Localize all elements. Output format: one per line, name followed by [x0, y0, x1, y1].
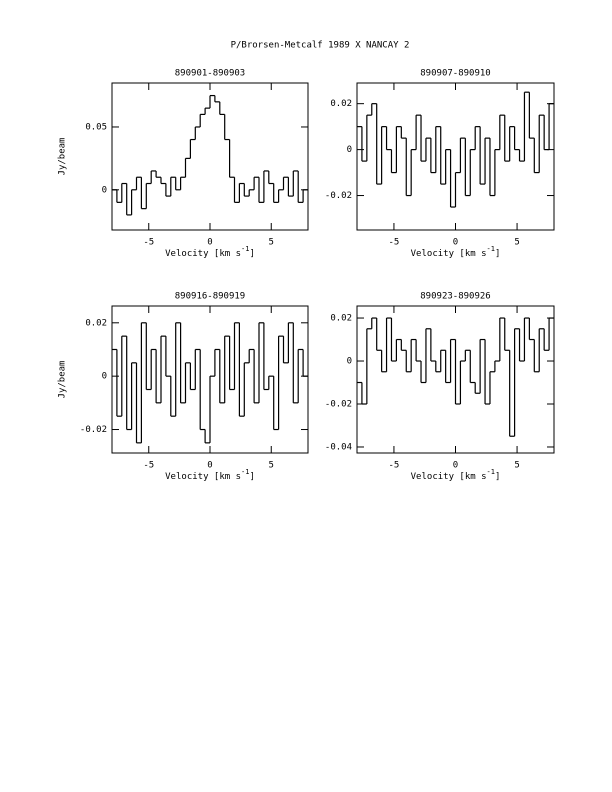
y-tick-label: 0	[102, 185, 107, 195]
y-tick-label: 0.02	[85, 318, 107, 328]
y-tick-label: 0	[347, 145, 352, 155]
x-tick-label: 5	[269, 461, 274, 471]
y-tick-label: -0.04	[325, 442, 352, 452]
y-tick-label: 0	[347, 357, 352, 367]
x-tick-label: 5	[269, 238, 274, 248]
x-label-sup: -1	[487, 468, 495, 476]
x-label-sup: -1	[487, 245, 495, 253]
x-label-tail: ]	[495, 249, 500, 259]
x-axis-label: Velocity [km s-1]	[411, 468, 501, 482]
x-label-text: Velocity [km s	[165, 472, 241, 482]
step-risers	[116, 322, 304, 443]
y-tick-label: -0.02	[325, 191, 352, 201]
y-tick-label: 0	[102, 372, 107, 382]
panel-title: 890923-890926	[420, 292, 490, 302]
x-tick-label: 0	[207, 461, 212, 471]
x-label-text: Velocity [km s	[411, 472, 487, 482]
x-tick-label: 5	[514, 461, 519, 471]
panel-title: 890907-890910	[420, 69, 490, 79]
y-tick-label: 0.02	[330, 314, 352, 324]
x-label-sup: -1	[241, 468, 249, 476]
y-axis-label: Jy/beam	[58, 361, 68, 399]
y-tick-label: -0.02	[80, 425, 107, 435]
panel-title: 890901-890903	[175, 69, 245, 79]
x-tick-label: 0	[453, 238, 458, 248]
x-axis-label: Velocity [km s-1]	[165, 245, 255, 259]
x-tick-label: 0	[207, 238, 212, 248]
page-title: P/Brorsen-Metcalf 1989 X NANCAY 2	[231, 41, 410, 51]
panel-title: 890916-890919	[175, 292, 245, 302]
step-risers	[361, 92, 550, 208]
y-tick-label: -0.02	[325, 400, 352, 410]
x-label-tail: ]	[249, 249, 254, 259]
x-label-tail: ]	[249, 472, 254, 482]
y-axis-label: Jy/beam	[58, 138, 68, 176]
y-tick-label: 0.02	[330, 99, 352, 109]
x-tick-label: 0	[453, 461, 458, 471]
x-axis-label: Velocity [km s-1]	[165, 468, 255, 482]
x-tick-label: -5	[143, 461, 154, 471]
x-tick-label: -5	[389, 461, 400, 471]
x-tick-label: -5	[389, 238, 400, 248]
x-tick-label: -5	[143, 238, 154, 248]
step-risers	[361, 318, 550, 437]
x-label-text: Velocity [km s	[411, 249, 487, 259]
x-axis-label: Velocity [km s-1]	[411, 245, 501, 259]
y-tick-label: 0.05	[85, 122, 107, 132]
x-label-sup: -1	[241, 245, 249, 253]
x-tick-label: 5	[514, 238, 519, 248]
x-label-tail: ]	[495, 472, 500, 482]
step-risers	[116, 95, 304, 215]
x-label-text: Velocity [km s	[165, 249, 241, 259]
